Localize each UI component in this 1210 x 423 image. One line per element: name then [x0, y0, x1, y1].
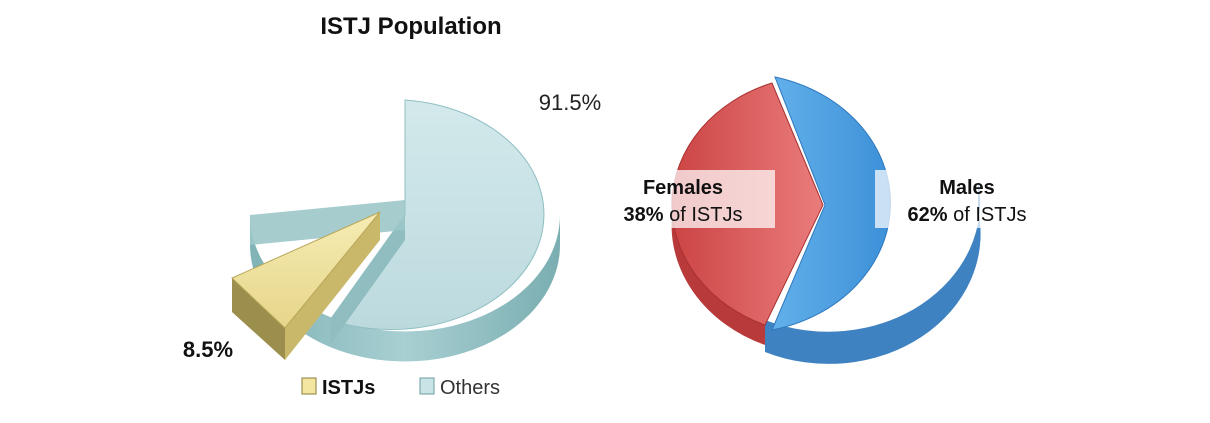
- data-label-females-name: Females: [643, 177, 723, 199]
- pie-slice-istjs: [231, 211, 381, 329]
- pie-slice-side-istjs-2: [285, 212, 380, 360]
- legend: ISTJs Others: [301, 377, 500, 399]
- data-label-males-suffix: of ISTJs: [948, 204, 1027, 226]
- chart-title: ISTJ Population: [320, 13, 501, 40]
- pie-slice-cut-others: [330, 215, 405, 345]
- data-label-others: 91.5%: [539, 90, 601, 115]
- pie-slice-side-others: [250, 215, 560, 362]
- data-label-males: Males 62% of ISTJs: [875, 170, 1058, 228]
- data-label-females: Females 38% of ISTJs: [595, 170, 775, 228]
- pie-slice-others: [329, 99, 545, 331]
- legend-label-istjs: ISTJs: [322, 377, 375, 399]
- pie-slice-side-males: [765, 180, 981, 364]
- legend-label-others: Others: [440, 377, 500, 399]
- legend-swatch-others: [419, 377, 435, 395]
- data-label-females-percent: 38%: [624, 204, 664, 226]
- data-label-males-name: Males: [939, 177, 995, 199]
- data-label-females-suffix: of ISTJs: [664, 204, 743, 226]
- data-label-females-value: 38% of ISTJs: [624, 204, 743, 226]
- istj-gender-pie: Females 38% of ISTJs Males 62% of ISTJs: [595, 76, 1058, 364]
- data-label-istjs: 8.5%: [183, 337, 233, 362]
- legend-swatch-istjs: [301, 377, 317, 395]
- pie-slice-side-istjs: [232, 278, 285, 360]
- data-label-males-value: 62% of ISTJs: [908, 204, 1027, 226]
- istj-population-pie: ISTJ Population 91.5% 8.5% ISTJs Others: [183, 13, 601, 399]
- data-label-males-percent: 62%: [908, 204, 948, 226]
